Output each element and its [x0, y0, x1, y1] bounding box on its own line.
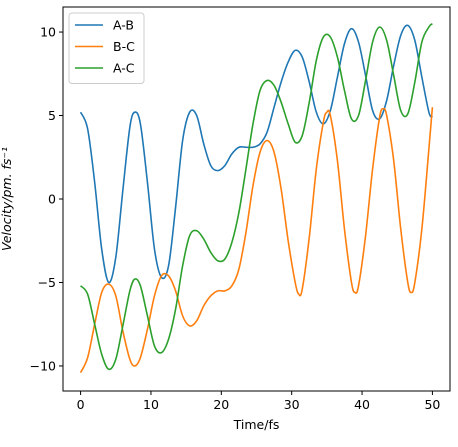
- x-axis-ticks: 0 10 20 30 40 50: [77, 391, 440, 412]
- legend-entry-label: A-C: [113, 61, 135, 76]
- legend-entry-label: A-B: [113, 18, 134, 33]
- legend: A-B B-C A-C: [68, 12, 145, 84]
- legend-box: [68, 12, 145, 84]
- x-tick-label: 10: [143, 397, 159, 412]
- series-line-b-c: [79, 107, 434, 373]
- plot-series: [79, 23, 434, 373]
- y-tick-label: 10: [40, 25, 56, 40]
- y-tick-label: 5: [48, 108, 56, 123]
- y-tick-label: −5: [38, 275, 56, 290]
- x-tick-label: 20: [213, 397, 229, 412]
- y-tick-label: −10: [30, 358, 56, 373]
- y-tick-label: 0: [48, 192, 56, 207]
- x-tick-label: 0: [77, 397, 85, 412]
- series-line-a-b: [79, 24, 434, 284]
- y-axis-label: Velocity/pm. fs⁻¹: [0, 147, 14, 251]
- legend-entry-label: B-C: [113, 39, 135, 54]
- series-line-a-c: [79, 23, 433, 371]
- x-axis-label: Time/fs: [233, 417, 280, 432]
- x-tick-label: 30: [284, 397, 300, 412]
- x-tick-label: 50: [424, 397, 440, 412]
- y-axis-ticks: −10 −5 0 5 10: [30, 25, 63, 373]
- x-tick-label: 40: [354, 397, 370, 412]
